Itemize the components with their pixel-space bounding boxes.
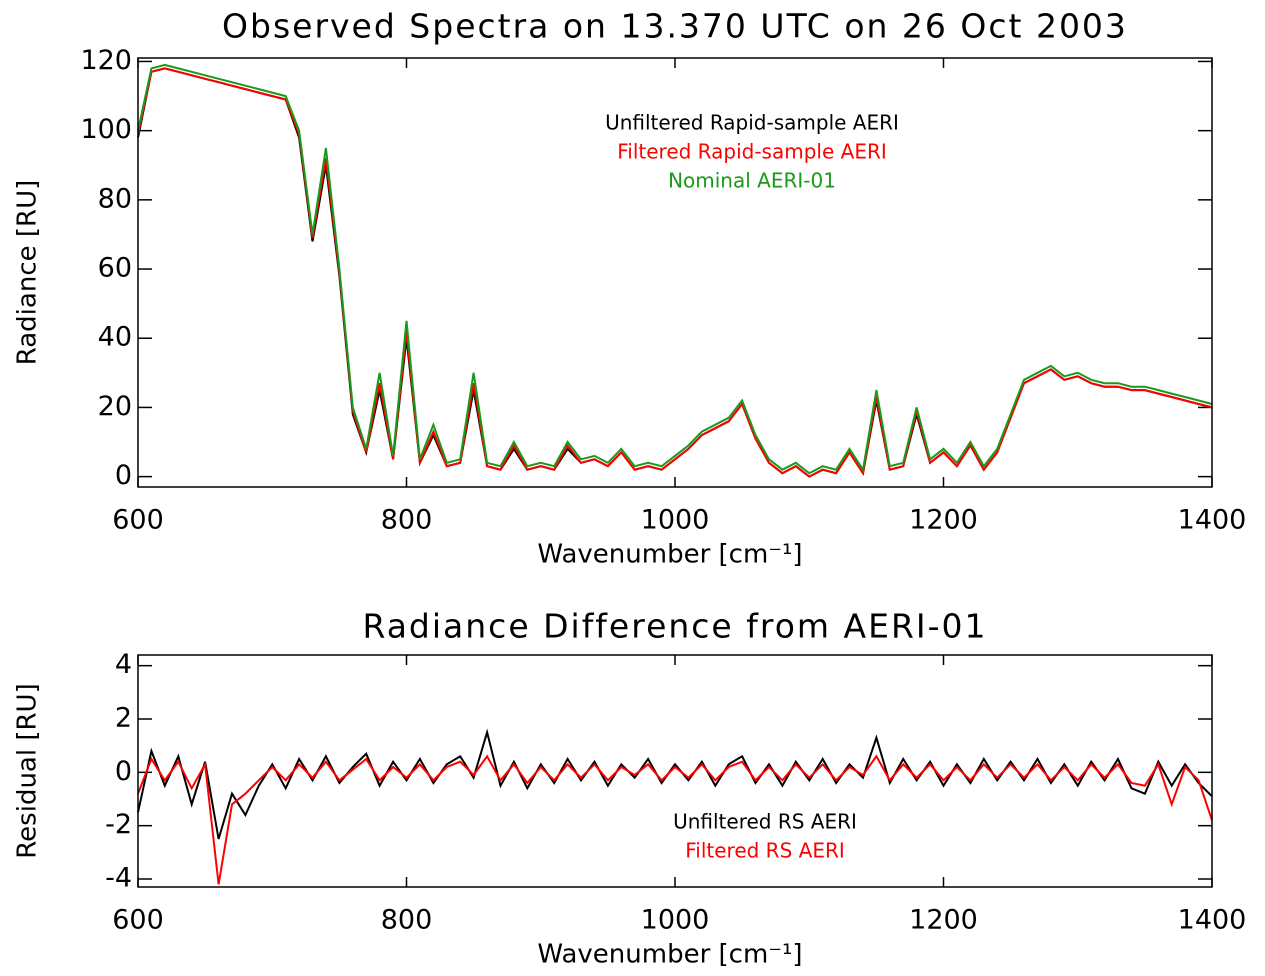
y-tick-label: 4 [115, 649, 132, 680]
chart-title: Observed Spectra on 13.370 UTC on 26 Oct… [222, 7, 1128, 46]
x-tick-label: 1200 [909, 905, 978, 936]
x-tick-label: 800 [381, 905, 433, 936]
y-tick-label: 80 [98, 183, 132, 214]
x-tick-label: 1000 [641, 905, 710, 936]
x-tick-label: 1000 [641, 505, 710, 536]
x-tick-label: 1200 [909, 505, 978, 536]
y-axis-label: Residual [RU] [13, 683, 43, 858]
plot-frame [137, 654, 1213, 888]
legend-entry: Unfiltered Rapid-sample AERI [605, 111, 899, 135]
y-tick-label: -4 [105, 863, 132, 894]
data-line [137, 754, 1213, 885]
x-tick-label: 600 [112, 505, 164, 536]
y-tick-label: 0 [115, 460, 132, 491]
data-line [137, 63, 1213, 475]
x-tick-label: 600 [112, 905, 164, 936]
legend-entry: Filtered Rapid-sample AERI [617, 140, 887, 164]
x-axis-label: Wavenumber [cm⁻¹] [537, 940, 802, 970]
chart-title: Radiance Difference from AERI-01 [363, 607, 988, 646]
y-tick-label: 0 [115, 756, 132, 787]
y-tick-label: 100 [80, 114, 132, 145]
x-tick-label: 1400 [1178, 905, 1247, 936]
legend-entry: Filtered RS AERI [685, 839, 845, 863]
y-tick-label: 120 [80, 45, 132, 76]
legend-entry: Unfiltered RS AERI [673, 810, 857, 834]
y-tick-label: 40 [98, 322, 132, 353]
plot-frame [137, 57, 1213, 488]
y-axis-label: Radiance [RU] [13, 180, 43, 366]
y-tick-label: 2 [115, 703, 132, 734]
legend-entry: Nominal AERI-01 [668, 169, 836, 193]
y-tick-label: -2 [105, 809, 132, 840]
x-tick-label: 800 [381, 505, 433, 536]
x-tick-label: 1400 [1178, 505, 1247, 536]
x-axis-label: Wavenumber [cm⁻¹] [537, 540, 802, 570]
y-tick-label: 20 [98, 391, 132, 422]
y-tick-label: 60 [98, 253, 132, 284]
